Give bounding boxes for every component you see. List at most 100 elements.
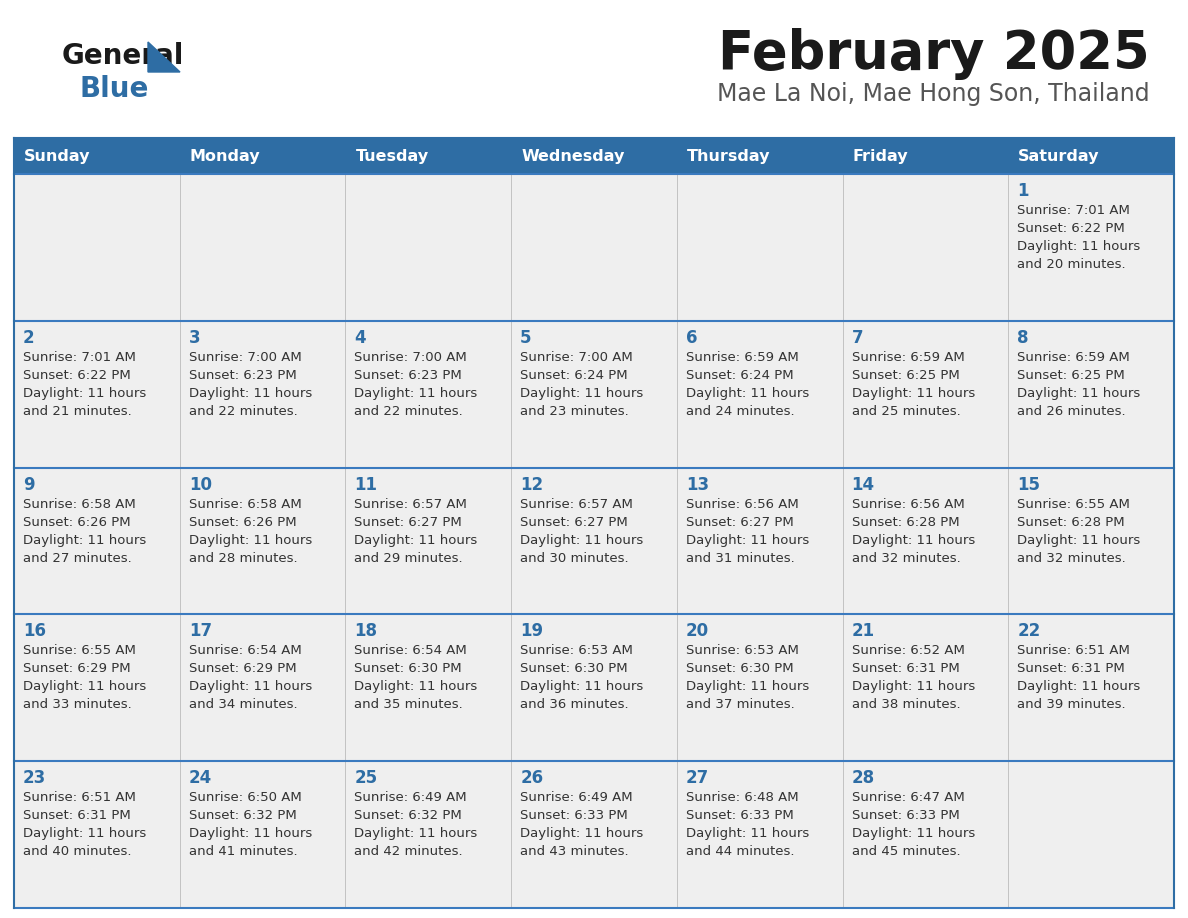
Text: 16: 16 — [23, 622, 46, 641]
Text: 23: 23 — [23, 769, 46, 788]
Text: Sunset: 6:31 PM: Sunset: 6:31 PM — [852, 663, 960, 676]
Text: Daylight: 11 hours: Daylight: 11 hours — [354, 533, 478, 546]
Text: and 29 minutes.: and 29 minutes. — [354, 552, 463, 565]
Text: Sunrise: 6:57 AM: Sunrise: 6:57 AM — [520, 498, 633, 510]
Text: Sunset: 6:32 PM: Sunset: 6:32 PM — [189, 809, 297, 823]
Text: Sunrise: 6:49 AM: Sunrise: 6:49 AM — [520, 791, 633, 804]
Text: Sunset: 6:24 PM: Sunset: 6:24 PM — [685, 369, 794, 382]
Text: Sunrise: 6:51 AM: Sunrise: 6:51 AM — [1017, 644, 1130, 657]
Bar — [14, 467, 179, 614]
Text: 26: 26 — [520, 769, 543, 788]
Text: Monday: Monday — [190, 149, 260, 163]
Text: Sunday: Sunday — [24, 149, 90, 163]
Text: 22: 22 — [1017, 622, 1041, 641]
Bar — [842, 467, 1009, 614]
Text: Sunrise: 6:58 AM: Sunrise: 6:58 AM — [189, 498, 302, 510]
Text: Sunrise: 6:54 AM: Sunrise: 6:54 AM — [189, 644, 302, 657]
Bar — [346, 174, 511, 320]
Bar — [677, 614, 842, 761]
Text: and 31 minutes.: and 31 minutes. — [685, 552, 795, 565]
Text: Sunrise: 6:58 AM: Sunrise: 6:58 AM — [23, 498, 135, 510]
Text: Daylight: 11 hours: Daylight: 11 hours — [852, 680, 975, 693]
Text: Sunset: 6:24 PM: Sunset: 6:24 PM — [520, 369, 627, 382]
Bar — [346, 761, 511, 908]
Text: 25: 25 — [354, 769, 378, 788]
Text: Sunset: 6:22 PM: Sunset: 6:22 PM — [23, 369, 131, 382]
Bar — [511, 614, 677, 761]
Text: Daylight: 11 hours: Daylight: 11 hours — [1017, 240, 1140, 253]
Text: and 26 minutes.: and 26 minutes. — [1017, 405, 1126, 418]
Text: and 43 minutes.: and 43 minutes. — [520, 845, 628, 858]
Bar — [14, 761, 179, 908]
Bar — [677, 761, 842, 908]
Text: and 23 minutes.: and 23 minutes. — [520, 405, 628, 418]
Text: Sunrise: 6:49 AM: Sunrise: 6:49 AM — [354, 791, 467, 804]
Bar — [179, 467, 346, 614]
Text: Sunrise: 7:01 AM: Sunrise: 7:01 AM — [23, 351, 135, 364]
Text: Sunset: 6:33 PM: Sunset: 6:33 PM — [852, 809, 960, 823]
Text: and 22 minutes.: and 22 minutes. — [354, 405, 463, 418]
Bar — [677, 467, 842, 614]
Text: Sunset: 6:28 PM: Sunset: 6:28 PM — [1017, 516, 1125, 529]
Text: Mae La Noi, Mae Hong Son, Thailand: Mae La Noi, Mae Hong Son, Thailand — [718, 82, 1150, 106]
Text: Sunset: 6:25 PM: Sunset: 6:25 PM — [1017, 369, 1125, 382]
Text: Sunset: 6:27 PM: Sunset: 6:27 PM — [354, 516, 462, 529]
Text: Sunset: 6:30 PM: Sunset: 6:30 PM — [354, 663, 462, 676]
Text: Sunset: 6:29 PM: Sunset: 6:29 PM — [23, 663, 131, 676]
Text: Wednesday: Wednesday — [522, 149, 625, 163]
Text: 9: 9 — [23, 476, 34, 494]
Text: Daylight: 11 hours: Daylight: 11 hours — [852, 827, 975, 840]
Text: February 2025: February 2025 — [719, 28, 1150, 80]
Text: Sunrise: 6:53 AM: Sunrise: 6:53 AM — [685, 644, 798, 657]
Bar — [346, 614, 511, 761]
Text: 8: 8 — [1017, 329, 1029, 347]
Text: Daylight: 11 hours: Daylight: 11 hours — [23, 533, 146, 546]
Text: and 32 minutes.: and 32 minutes. — [1017, 552, 1126, 565]
Text: Tuesday: Tuesday — [355, 149, 429, 163]
Text: 27: 27 — [685, 769, 709, 788]
Text: Daylight: 11 hours: Daylight: 11 hours — [354, 386, 478, 400]
Text: Sunset: 6:32 PM: Sunset: 6:32 PM — [354, 809, 462, 823]
Text: Sunrise: 6:59 AM: Sunrise: 6:59 AM — [1017, 351, 1130, 364]
Text: Sunset: 6:27 PM: Sunset: 6:27 PM — [685, 516, 794, 529]
Text: Daylight: 11 hours: Daylight: 11 hours — [685, 680, 809, 693]
Text: Daylight: 11 hours: Daylight: 11 hours — [189, 680, 312, 693]
Bar — [842, 614, 1009, 761]
Text: Sunrise: 6:56 AM: Sunrise: 6:56 AM — [685, 498, 798, 510]
Text: Sunset: 6:30 PM: Sunset: 6:30 PM — [520, 663, 627, 676]
Text: and 33 minutes.: and 33 minutes. — [23, 699, 132, 711]
Bar — [842, 320, 1009, 467]
Bar — [511, 761, 677, 908]
Text: Sunset: 6:31 PM: Sunset: 6:31 PM — [1017, 663, 1125, 676]
Text: Daylight: 11 hours: Daylight: 11 hours — [520, 386, 644, 400]
Text: and 39 minutes.: and 39 minutes. — [1017, 699, 1126, 711]
Bar — [842, 174, 1009, 320]
Text: 14: 14 — [852, 476, 874, 494]
Text: Sunrise: 6:48 AM: Sunrise: 6:48 AM — [685, 791, 798, 804]
Text: Sunset: 6:33 PM: Sunset: 6:33 PM — [685, 809, 794, 823]
Text: Sunrise: 6:55 AM: Sunrise: 6:55 AM — [1017, 498, 1130, 510]
Bar — [14, 614, 179, 761]
Text: 4: 4 — [354, 329, 366, 347]
Text: and 27 minutes.: and 27 minutes. — [23, 552, 132, 565]
Text: and 44 minutes.: and 44 minutes. — [685, 845, 795, 858]
Text: Daylight: 11 hours: Daylight: 11 hours — [685, 827, 809, 840]
Text: Sunrise: 7:01 AM: Sunrise: 7:01 AM — [1017, 204, 1130, 217]
Text: 3: 3 — [189, 329, 201, 347]
Text: 12: 12 — [520, 476, 543, 494]
Text: 7: 7 — [852, 329, 864, 347]
Text: Daylight: 11 hours: Daylight: 11 hours — [1017, 386, 1140, 400]
Text: Sunset: 6:26 PM: Sunset: 6:26 PM — [189, 516, 296, 529]
Bar — [179, 614, 346, 761]
Text: Sunset: 6:33 PM: Sunset: 6:33 PM — [520, 809, 628, 823]
Text: Sunset: 6:31 PM: Sunset: 6:31 PM — [23, 809, 131, 823]
Bar — [511, 320, 677, 467]
Text: 15: 15 — [1017, 476, 1041, 494]
Bar — [677, 174, 842, 320]
Text: Daylight: 11 hours: Daylight: 11 hours — [23, 680, 146, 693]
Text: and 40 minutes.: and 40 minutes. — [23, 845, 132, 858]
Text: Sunrise: 6:54 AM: Sunrise: 6:54 AM — [354, 644, 467, 657]
Text: Daylight: 11 hours: Daylight: 11 hours — [189, 386, 312, 400]
Text: Daylight: 11 hours: Daylight: 11 hours — [23, 827, 146, 840]
Bar — [179, 320, 346, 467]
